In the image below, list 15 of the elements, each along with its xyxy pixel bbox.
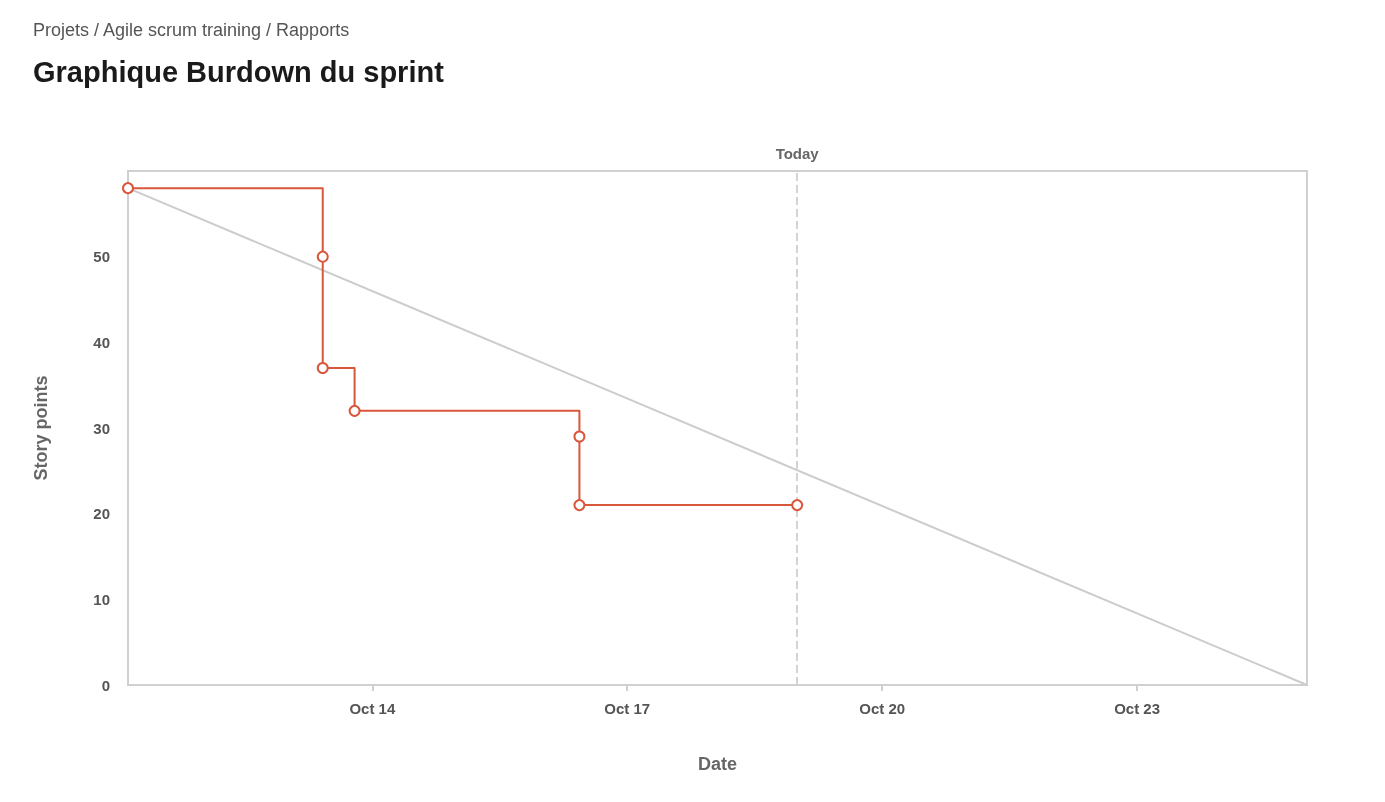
x-tick-label: Oct 14 [349,700,396,717]
y-tick-label: 50 [93,248,110,266]
chart-subtitle: Projets / Agile scrum training / Rapports [33,20,350,40]
x-tick-label: Oct 23 [1114,700,1160,717]
y-tick-label: 30 [93,419,110,437]
y-tick-label: 0 [101,676,110,694]
x-tick-label: Oct 20 [859,700,906,717]
x-axis-title: Date [697,754,738,774]
y-axis-title: Story points [31,375,51,481]
y-tick-label: 10 [93,590,110,608]
chart-title: Graphique Burdown du sprint [33,55,445,88]
ref-line-label: Today [775,145,820,162]
y-tick-label: 40 [93,333,110,351]
x-tick-label: Oct 17 [604,700,651,717]
y-tick-label: 20 [93,505,110,523]
